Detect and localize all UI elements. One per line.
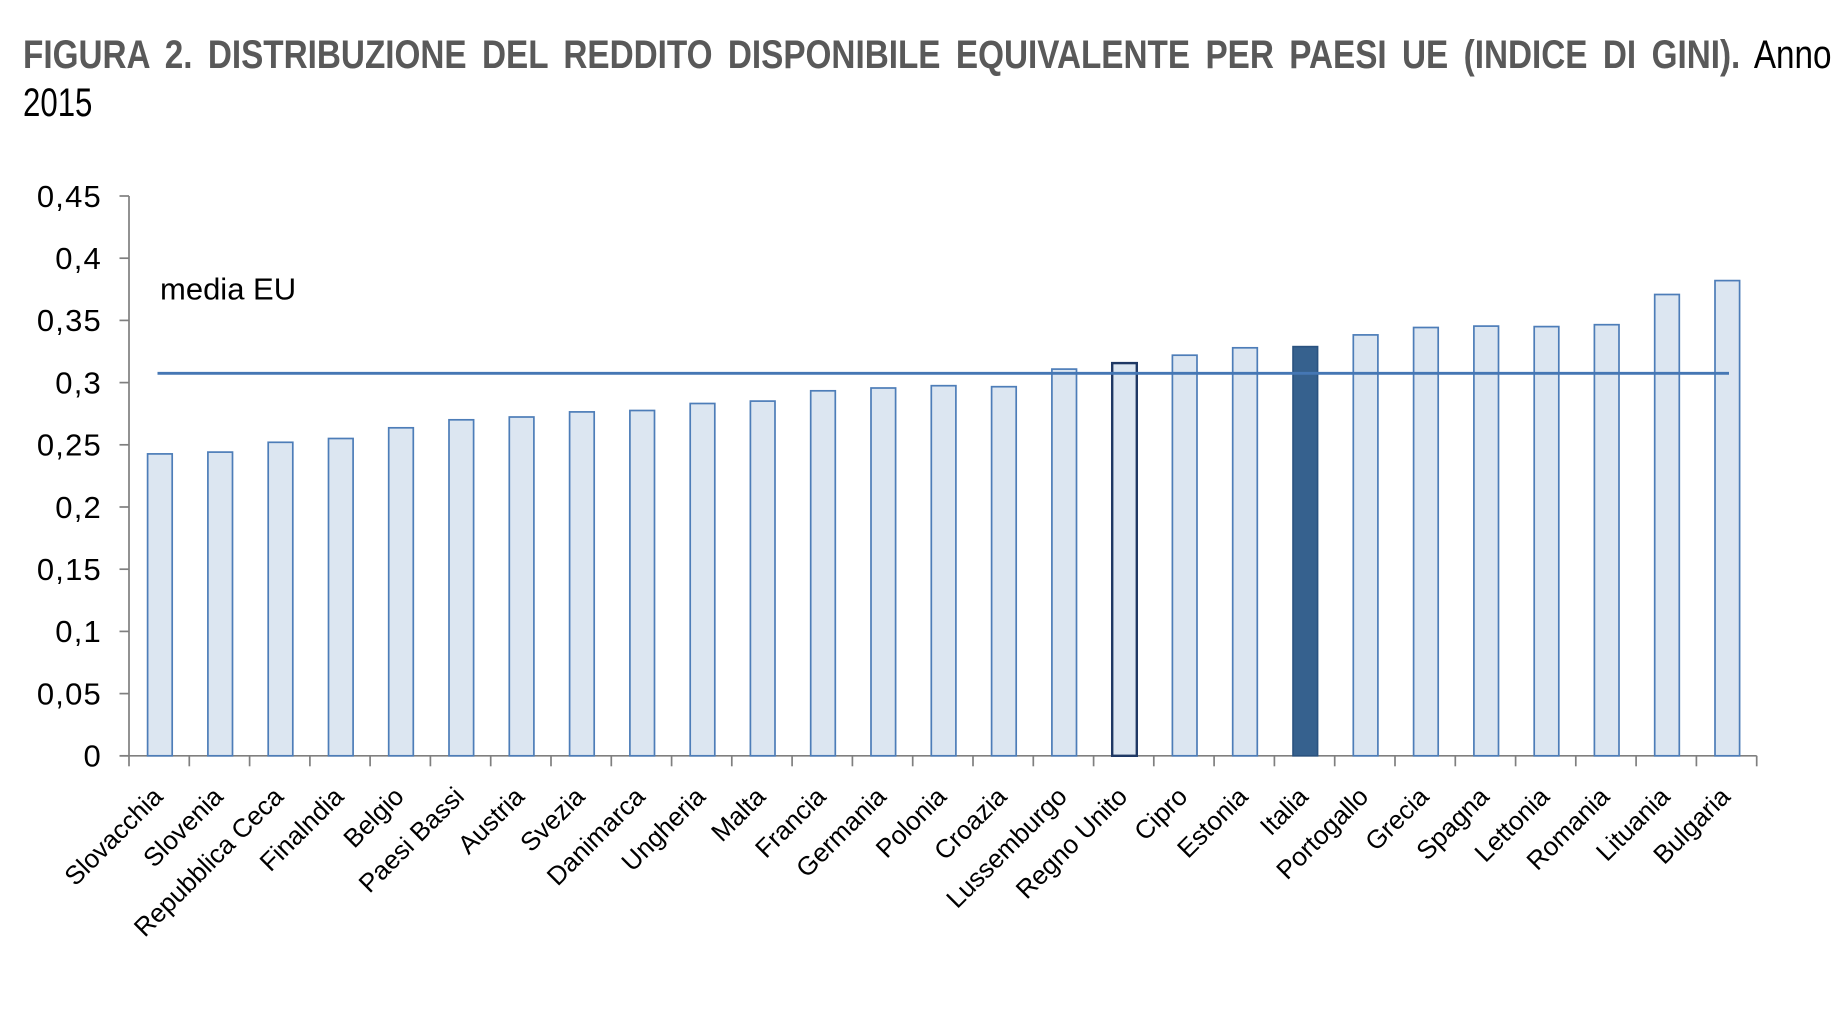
svg-text:0,15: 0,15 [37,552,102,587]
svg-text:0,2: 0,2 [55,490,102,525]
svg-text:0: 0 [84,739,102,774]
svg-text:0,4: 0,4 [55,241,102,276]
svg-text:0,35: 0,35 [37,303,102,338]
svg-text:media EU: media EU [160,272,296,307]
svg-text:0,3: 0,3 [55,365,102,400]
svg-text:0,1: 0,1 [55,614,102,649]
svg-text:0,05: 0,05 [37,676,102,711]
svg-text:0,45: 0,45 [37,179,102,214]
svg-text:Austria: Austria [452,781,531,860]
svg-text:0,25: 0,25 [37,428,102,463]
